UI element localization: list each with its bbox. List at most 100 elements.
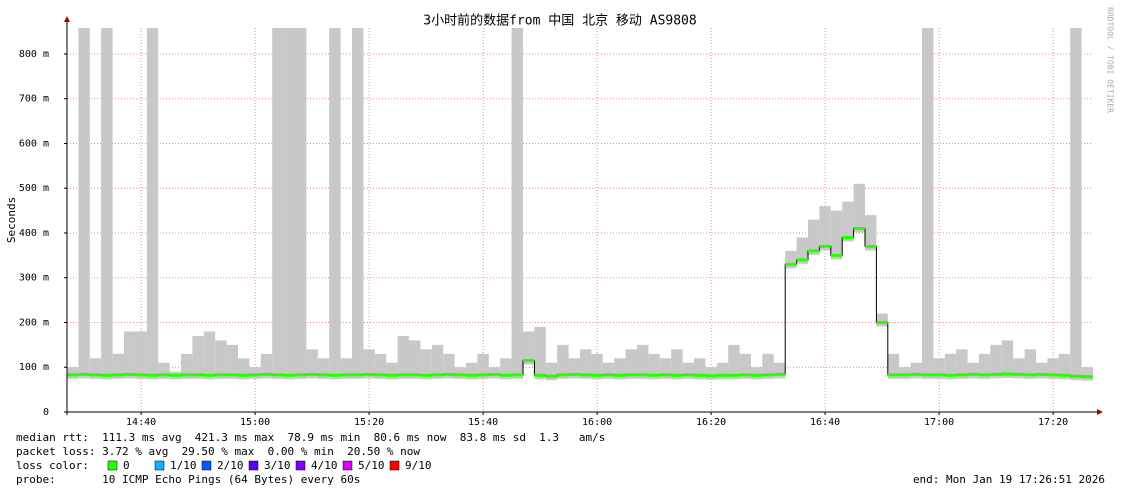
smoke xyxy=(808,219,820,255)
smoke xyxy=(887,353,900,379)
smoke xyxy=(545,362,558,381)
smoke xyxy=(283,28,295,380)
median-mark xyxy=(865,244,877,248)
median-mark xyxy=(659,373,672,377)
median-mark xyxy=(773,372,786,376)
smoke xyxy=(716,362,729,380)
packet-loss: packet loss: 3.72 % avg 29.50 % max 0.00… xyxy=(16,445,420,458)
smoke xyxy=(101,28,113,380)
loss-legend-swatch xyxy=(107,460,118,471)
smoke xyxy=(933,358,945,379)
smoke xyxy=(500,358,512,380)
smoke xyxy=(329,28,341,380)
median-mark xyxy=(716,373,729,377)
median-mark xyxy=(557,373,569,377)
median-mark xyxy=(352,373,364,377)
median-mark xyxy=(169,373,181,377)
smoke xyxy=(591,353,603,380)
y-tick-label: 0 xyxy=(43,407,49,418)
y-tick-label: 300 m xyxy=(19,273,49,284)
smoke xyxy=(454,367,466,379)
median-mark xyxy=(933,373,945,377)
smoke xyxy=(580,349,592,379)
smoke xyxy=(1047,358,1059,379)
smoke xyxy=(306,349,318,379)
smoke xyxy=(1081,367,1093,381)
median-mark xyxy=(1047,373,1059,377)
probe: probe: 10 ICMP Echo Pings (64 Bytes) eve… xyxy=(16,473,360,486)
smoke xyxy=(192,335,204,379)
smoke xyxy=(374,353,387,379)
median-mark xyxy=(67,373,79,377)
median-mark xyxy=(876,320,888,324)
loss-legend-swatch xyxy=(154,460,165,471)
median-mark xyxy=(728,373,740,377)
smoke xyxy=(158,362,170,379)
smoke xyxy=(557,344,569,379)
y-tick-label: 800 m xyxy=(19,49,49,60)
smoke xyxy=(910,362,922,379)
smoke xyxy=(979,353,991,379)
loss-legend-label: 0 xyxy=(123,459,130,472)
median-mark xyxy=(466,373,478,377)
median-mark xyxy=(523,359,535,363)
median-mark xyxy=(340,373,352,377)
loss-legend-label: 5/10 xyxy=(358,459,385,472)
smoke xyxy=(842,201,854,242)
smoke xyxy=(1013,358,1025,379)
loss-legend-label: 1/10 xyxy=(170,459,197,472)
smoke xyxy=(990,344,1002,379)
median-mark xyxy=(260,372,273,376)
x-tick-label: 14:40 xyxy=(126,417,156,428)
median-mark xyxy=(922,373,934,377)
median-mark xyxy=(192,373,204,377)
y-tick-label: 500 m xyxy=(19,183,49,194)
x-arrow xyxy=(1097,409,1103,415)
smoke xyxy=(785,250,797,269)
smoke xyxy=(1070,28,1082,381)
loss-legend-swatch xyxy=(342,460,353,471)
smoke xyxy=(124,331,136,379)
median-mark xyxy=(899,373,911,377)
x-tick-label: 15:40 xyxy=(468,417,498,428)
end-time: end: Mon Jan 19 17:26:51 2026 xyxy=(913,473,1105,486)
smoke xyxy=(340,358,352,379)
median-mark xyxy=(203,373,216,377)
median-mark xyxy=(853,227,865,231)
median-mark xyxy=(819,244,831,248)
smoke xyxy=(534,326,546,380)
smoke xyxy=(89,358,102,379)
loss-legend-swatch xyxy=(248,460,259,471)
median-mark xyxy=(78,372,90,376)
median-rtt: median rtt: 111.3 ms avg 421.3 ms max 78… xyxy=(16,431,605,444)
smoke xyxy=(1058,353,1071,380)
median-mark xyxy=(751,373,763,377)
loss-legend-label: 3/10 xyxy=(264,459,291,472)
smoke xyxy=(694,358,706,380)
smoke xyxy=(272,28,284,379)
smoke xyxy=(614,358,626,380)
smoke xyxy=(523,331,535,365)
smoke xyxy=(830,210,843,260)
smoke xyxy=(967,362,979,379)
smoke xyxy=(477,353,489,379)
smoke xyxy=(386,362,398,380)
smoke xyxy=(352,28,364,379)
smoke xyxy=(181,353,193,379)
median-mark xyxy=(808,249,820,253)
smoke xyxy=(397,335,409,379)
smoke xyxy=(203,331,216,380)
smoke xyxy=(466,362,478,380)
median-mark xyxy=(990,372,1002,376)
median-mark xyxy=(625,373,637,377)
median-mark xyxy=(431,373,444,377)
loss-legend-label: 4/10 xyxy=(311,459,338,472)
median-mark xyxy=(762,373,774,377)
x-tick-label: 16:20 xyxy=(696,417,726,428)
smoke xyxy=(637,344,649,379)
y-tick-label: 100 m xyxy=(19,362,49,373)
smoke xyxy=(819,206,831,251)
median-mark xyxy=(568,372,580,376)
median-mark xyxy=(238,373,250,377)
